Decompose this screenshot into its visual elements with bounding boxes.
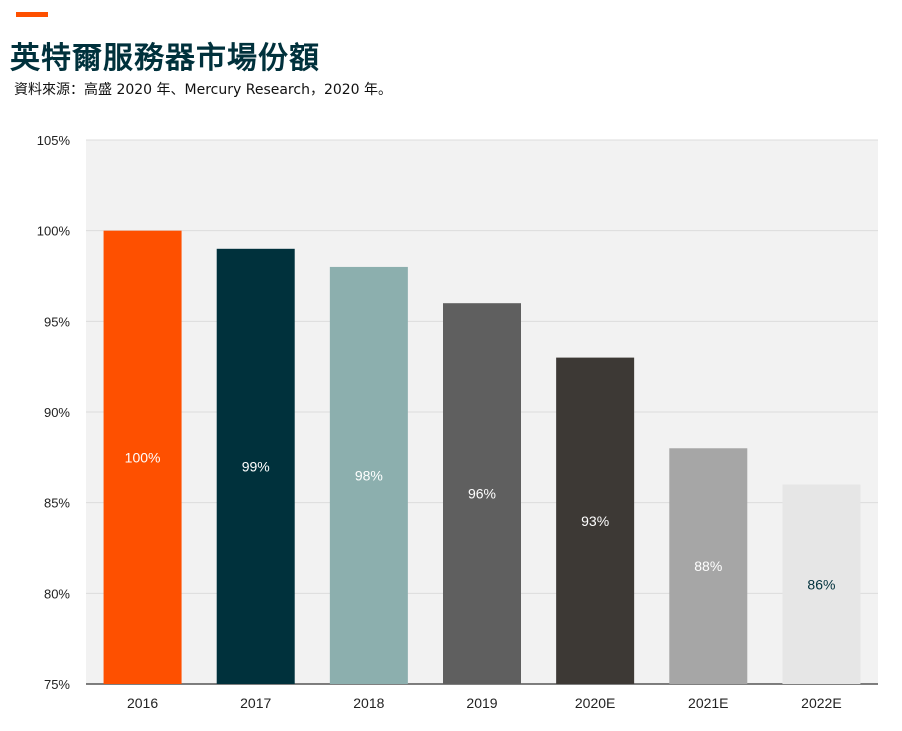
bar-2020e: [556, 357, 635, 684]
x-tick-label: 2020E: [575, 695, 615, 711]
data-label: 88%: [694, 558, 722, 574]
data-label: 100%: [125, 449, 161, 465]
x-tick-label: 2022E: [801, 695, 841, 711]
x-tick-label: 2019: [466, 695, 497, 711]
data-label: 98%: [355, 467, 383, 483]
data-label: 86%: [807, 576, 835, 592]
y-tick-label: 75%: [44, 677, 70, 692]
source-note: 資料來源：高盛 2020 年、Mercury Research，2020 年。: [14, 82, 393, 98]
accent-bar: [16, 12, 48, 17]
data-label: 93%: [581, 513, 609, 529]
x-tick-label: 2017: [240, 695, 271, 711]
bar-2019: [443, 303, 521, 684]
x-tick-label: 2018: [353, 695, 384, 711]
y-tick-label: 90%: [44, 405, 70, 420]
y-tick-label: 85%: [44, 496, 70, 511]
x-tick-label: 2021E: [688, 695, 728, 711]
bar-2017: [216, 248, 295, 685]
y-tick-label: 105%: [37, 133, 71, 148]
x-tick-label: 2016: [127, 695, 158, 711]
page-title: 英特爾服務器市場份額: [10, 41, 320, 76]
bar-2021e: [669, 448, 748, 684]
bar-2022e: [782, 484, 861, 684]
y-tick-label: 80%: [44, 586, 70, 601]
y-tick-label: 100%: [37, 224, 71, 239]
data-label: 99%: [242, 458, 270, 474]
data-label: 96%: [468, 486, 496, 502]
bar-2016: [103, 230, 182, 684]
y-tick-label: 95%: [44, 314, 70, 329]
bar-2018: [329, 266, 408, 684]
